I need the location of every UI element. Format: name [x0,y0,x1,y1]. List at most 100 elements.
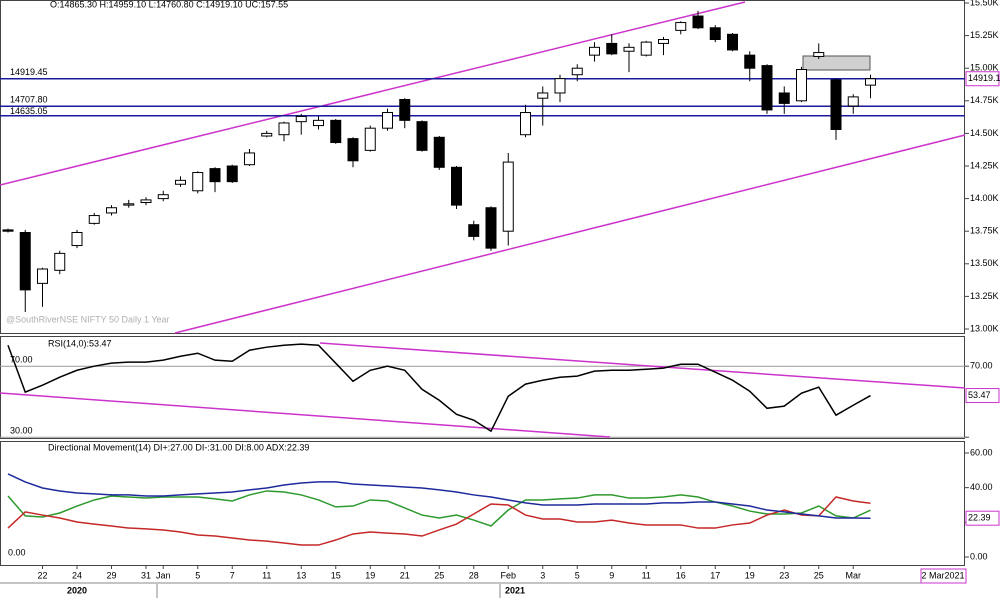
x-tick-label: 15 [331,570,341,580]
candle-body [709,27,721,41]
candle-body [37,268,48,284]
candle-body [416,121,428,151]
candle-body [520,112,531,136]
candle-body [433,136,445,168]
candle-body [88,215,100,224]
year-label: 2020 [67,585,87,595]
candle-body [382,112,393,129]
candle-body [640,41,652,56]
date-badge: 2 Mar2021 [921,570,964,580]
candle-body [813,52,825,57]
x-tick-label: 11 [262,570,271,580]
candle-body [71,232,83,247]
series-line [7,490,871,527]
candle-body [192,172,204,192]
y-tick-label: 60.00 [970,447,993,457]
candle-body [313,119,324,127]
value-tag: 22.39 [968,513,991,523]
candle-body [589,46,600,56]
candle-body [571,67,583,76]
value-tag-box [965,71,1000,87]
y-tick-label: 15.50K [970,0,999,7]
x-tick-label: 22 [37,570,47,580]
candle-body [778,92,790,104]
candle-body [554,78,566,94]
value-tag: 14919.1 [968,73,1000,83]
candle-body [140,199,152,204]
x-tick-label: 28 [469,570,479,580]
y-tick-label-left: 30.00 [10,426,33,436]
candle-body [2,229,14,232]
candle-body [244,152,255,166]
series-line [7,496,871,546]
candle-body [261,132,273,137]
x-tick-label: 31 [141,570,151,580]
candle-body [157,194,169,200]
y-tick-label: 40.00 [970,482,993,492]
value-tag: 53.47 [968,390,991,400]
candle-body [226,165,238,183]
y-tick-label: 14.50K [970,128,999,138]
candle-body [537,92,549,99]
x-tick-label: 19 [365,570,375,580]
candle-body [658,39,669,44]
value-tag-box [965,510,1000,526]
x-tick-label: 19 [745,570,755,580]
x-tick-label: 23 [779,570,789,580]
x-tick-label: 29 [106,570,116,580]
candle-body [692,15,704,29]
date-badge-box [920,568,967,584]
candle-body [451,166,462,206]
candle-body [330,119,342,144]
series-line [7,343,871,433]
candle-body [744,54,756,69]
x-tick-label: 9 [609,570,614,580]
candle-body [295,115,307,123]
y-tick-label: 70.00 [970,361,993,371]
y-tick-label: 13.25K [970,291,999,301]
y-tick-label: 14.25K [970,160,999,170]
level-label: 14707.80 [10,95,48,105]
x-tick-label: 5 [195,570,200,580]
rsi-title: RSI(14,0):53.47 [48,338,112,348]
series-line [7,473,871,519]
x-tick-label: 11 [642,570,651,580]
x-tick-label: 25 [814,570,824,580]
x-tick-label: 17 [710,570,720,580]
x-tick-label: 24 [72,570,82,580]
candle-body [830,79,842,130]
watermark: @SouthRiverNSE NIFTY 50 Daily 1 Year [6,314,170,324]
y-tick-label: 14.75K [970,95,999,105]
y-tick-label: 15.00K [970,63,999,73]
level-label: 14919.45 [10,67,48,77]
ohlc-text: O:14865.30 H:14959.10 L:14760.80 C:14919… [50,0,288,9]
y-tick-label: 15.25K [970,30,999,40]
candle-body [606,42,618,55]
x-tick-label: 5 [575,570,580,580]
candle-body [123,203,135,206]
y-tick-label: 0.00 [970,551,988,561]
candle-body [847,96,859,107]
candle-body [347,138,359,162]
candle-body [502,161,514,232]
gap-box [802,55,871,71]
candle-body [209,168,221,183]
candle-body [485,207,497,249]
y-tick-label: 13.50K [970,258,999,268]
y-tick-label: 13.75K [970,226,999,236]
candle-body [399,98,411,121]
value-tag-box [965,388,1000,404]
year-label: 2021 [505,585,525,595]
x-tick-label: 21 [400,570,410,580]
candle-body [19,232,31,291]
trend-line [0,392,611,438]
candle-body [278,122,290,136]
y-tick-label-left: 0.00 [8,547,26,557]
x-tick-label: 16 [676,570,686,580]
x-tick-label: 3 [540,570,545,580]
y-tick-label: 14.00K [970,193,999,203]
candle-body [468,224,480,237]
dmi-panel [0,441,965,566]
